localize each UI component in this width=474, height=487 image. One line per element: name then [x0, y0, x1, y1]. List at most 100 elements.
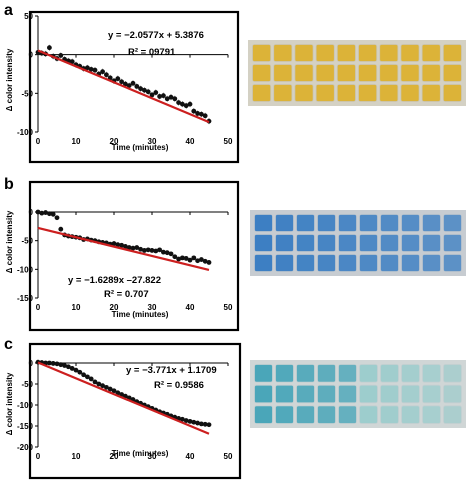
- data-point: [104, 384, 109, 390]
- data-point: [92, 67, 98, 73]
- y-axis-title: Δ color intensity: [5, 48, 14, 111]
- data-point: [96, 381, 102, 387]
- well: [379, 64, 399, 82]
- x-tick-label: 50: [224, 137, 233, 146]
- data-point: [69, 59, 75, 65]
- data-point: [191, 255, 197, 261]
- y-tick-label: -50: [21, 380, 33, 389]
- data-point: [172, 96, 178, 102]
- well: [252, 84, 272, 102]
- data-point: [119, 242, 124, 248]
- data-point: [54, 215, 60, 221]
- data-point: [199, 111, 204, 117]
- well: [254, 234, 273, 252]
- well: [443, 214, 462, 232]
- x-axis-title: Time (minutes): [112, 449, 169, 458]
- well: [275, 384, 294, 404]
- data-point: [142, 87, 147, 93]
- data-point: [138, 86, 144, 92]
- data-point: [85, 65, 90, 71]
- well: [359, 384, 378, 404]
- data-point: [180, 255, 185, 261]
- data-point: [176, 100, 182, 106]
- data-point: [115, 242, 121, 248]
- data-point: [100, 69, 105, 75]
- well: [315, 44, 335, 62]
- data-point: [172, 254, 178, 260]
- well: [338, 405, 357, 424]
- x-tick-label: 40: [186, 452, 195, 461]
- data-point: [126, 245, 132, 250]
- trendline: [37, 49, 210, 124]
- data-point: [153, 248, 159, 254]
- r-squared-label: R² = 09791: [128, 47, 176, 58]
- well: [254, 214, 273, 232]
- data-point: [149, 92, 155, 98]
- well: [338, 234, 357, 252]
- well: [442, 64, 462, 82]
- data-point: [130, 80, 136, 86]
- well: [317, 364, 336, 383]
- data-point: [206, 260, 212, 265]
- well: [317, 254, 336, 272]
- y-axis-title: Δ color intensity: [5, 210, 14, 273]
- x-tick-label: 40: [186, 137, 195, 146]
- trendline: [37, 226, 210, 272]
- well: [275, 364, 294, 383]
- data-point: [138, 246, 144, 252]
- well: [380, 405, 399, 424]
- data-point: [81, 372, 86, 378]
- well: [401, 364, 420, 383]
- well: [338, 254, 357, 272]
- data-point: [58, 362, 64, 368]
- well: [358, 44, 378, 62]
- data-point: [104, 72, 109, 78]
- well: [421, 84, 441, 102]
- well: [422, 384, 441, 404]
- data-point: [50, 361, 56, 366]
- well: [338, 384, 357, 404]
- data-point: [85, 374, 90, 380]
- well: [338, 214, 357, 232]
- well: [254, 405, 273, 424]
- y-tick-label: -100: [17, 265, 34, 274]
- well: [254, 364, 273, 383]
- y-tick-label: -150: [17, 294, 34, 303]
- well: [380, 234, 399, 252]
- well: [422, 254, 441, 272]
- well: [401, 234, 420, 252]
- data-point: [123, 81, 128, 87]
- x-axis-title: Time (minutes): [112, 143, 169, 152]
- y-tick-label: -150: [17, 422, 34, 431]
- data-point: [142, 248, 147, 253]
- well: [422, 214, 441, 232]
- r-squared-label: R² = 0.9586: [154, 380, 204, 391]
- well: [401, 384, 420, 404]
- data-point: [43, 210, 48, 215]
- well: [317, 384, 336, 404]
- data-point: [134, 83, 140, 89]
- chart-b: 0 -50 -100 -150 0 10 20 30 40 50 Time (minutes) Δ c…: [0, 180, 240, 332]
- data-point: [145, 89, 151, 95]
- data-point: [47, 211, 52, 217]
- data-point: [195, 111, 201, 116]
- data-point: [100, 383, 105, 389]
- data-point: [153, 90, 159, 95]
- x-tick-label: 20: [110, 452, 119, 461]
- well: [400, 84, 420, 102]
- well: [296, 405, 315, 424]
- well: [401, 254, 420, 272]
- data-point: [161, 93, 166, 99]
- data-point: [115, 390, 121, 396]
- well: [254, 254, 273, 272]
- x-tick-label: 30: [148, 452, 157, 461]
- well: [401, 405, 420, 424]
- well: [275, 405, 294, 424]
- data-point: [164, 250, 170, 256]
- data-point: [187, 257, 193, 263]
- y-tick-label: 0: [29, 359, 34, 368]
- y-axis-title: Δ color intensity: [5, 372, 14, 435]
- well: [273, 84, 293, 102]
- well: [294, 44, 314, 62]
